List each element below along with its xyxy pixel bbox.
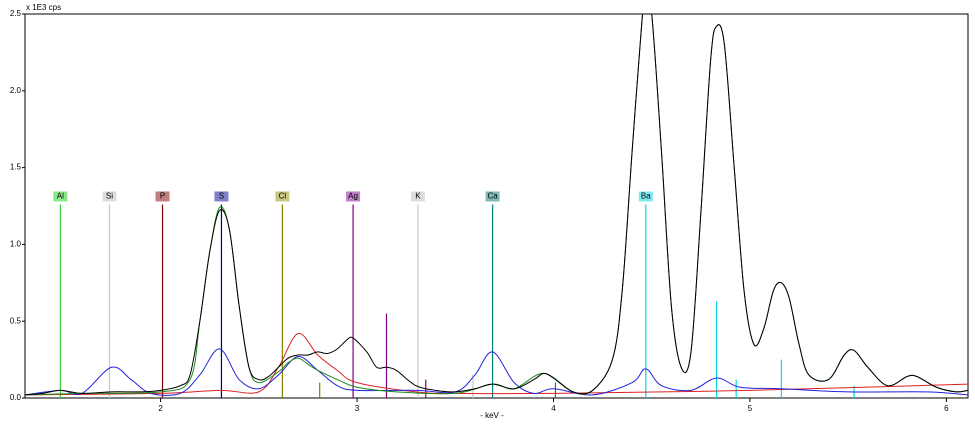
- plot-area: Al Si P S Cl Ag K Ca Ba: [25, 14, 968, 398]
- element-label-box: [410, 191, 425, 202]
- x-tick-label: 2: [158, 404, 163, 413]
- element-label-box: [155, 191, 170, 202]
- x-tick-label: 3: [355, 404, 360, 413]
- element-label-box: [638, 191, 653, 202]
- x-tick-label: 5: [748, 404, 753, 413]
- y-tick-label: 1.0: [10, 240, 22, 249]
- x-axis-label: - keV -: [480, 411, 504, 420]
- x-tick-label: 4: [551, 404, 556, 413]
- element-label: Cl: [279, 192, 287, 201]
- element-label: Ba: [641, 192, 651, 201]
- element-label-box: [102, 191, 117, 202]
- y-tick-label: 0.0: [10, 393, 22, 402]
- element-label: Al: [57, 192, 64, 201]
- spectrum-line: [25, 14, 968, 396]
- element-label-box: [53, 191, 68, 202]
- x-tick-label: 6: [944, 404, 949, 413]
- element-label-box: [275, 191, 290, 202]
- y-tick-label: 2.5: [10, 9, 22, 18]
- plot-frame: [24, 13, 969, 399]
- y-tick-label: 2.0: [10, 86, 22, 95]
- element-label-box: [485, 191, 500, 202]
- spectrum-line: [25, 332, 968, 396]
- element-label: S: [219, 192, 224, 201]
- element-label: Ag: [348, 192, 358, 201]
- spectrum-line: [25, 348, 968, 396]
- element-label-box: [346, 191, 361, 202]
- y-tick-label: 1.5: [10, 163, 22, 172]
- element-label: K: [415, 192, 421, 201]
- element-label: Si: [106, 192, 113, 201]
- element-label: Ca: [487, 192, 498, 201]
- y-axis-label: x 1E3 cps: [26, 3, 61, 12]
- element-label: P: [160, 192, 165, 201]
- element-label-box: [214, 191, 229, 202]
- y-tick-label: 0.5: [10, 316, 22, 325]
